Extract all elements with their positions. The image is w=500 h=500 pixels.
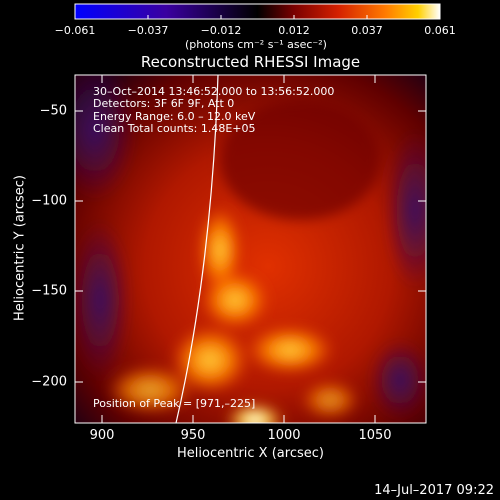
y-tick-label: −200 xyxy=(31,374,67,390)
colorbar-tick-label: 0.037 xyxy=(351,24,383,37)
x-tick-label: 900 xyxy=(89,428,115,443)
colorbar-ticks xyxy=(74,15,441,19)
y-tick-label: −150 xyxy=(31,283,67,299)
colorbar xyxy=(74,3,441,20)
y-tick-label: −100 xyxy=(31,193,67,209)
time-range-annotation: 30–Oct–2014 13:46:52.000 to 13:56:52.000 xyxy=(93,85,335,98)
x-axis-label: Heliocentric X (arcsec) xyxy=(177,446,324,461)
rhessi-image xyxy=(75,75,426,423)
x-tick-label: 950 xyxy=(180,428,206,443)
solar-limb-line xyxy=(175,75,219,423)
y-tick-label: −50 xyxy=(39,103,67,119)
colorbar-tick-label: 0.061 xyxy=(424,24,456,37)
detectors-annotation: Detectors: 3F 6F 9F, Att 0 xyxy=(93,97,235,110)
plot-frame xyxy=(74,74,427,424)
plot-title: Reconstructed RHESSI Image xyxy=(140,53,361,71)
x-axis-ticks xyxy=(101,75,376,423)
colorbar-tick-label: −0.012 xyxy=(200,24,242,37)
clean-counts-annotation: Clean Total counts: 1.48E+05 xyxy=(93,122,256,135)
y-axis-label: Heliocentric Y (arcsec) xyxy=(12,175,28,321)
colorbar-tick-label: −0.061 xyxy=(54,24,96,37)
y-axis-ticks xyxy=(75,110,426,383)
colorbar-tick-label: −0.037 xyxy=(127,24,169,37)
peak-position-annotation: Position of Peak = [971,–225] xyxy=(93,397,256,410)
footer-date: 14–Jul–2017 09:22 xyxy=(374,483,494,498)
colorbar-tick-label: 0.012 xyxy=(278,24,310,37)
x-tick-label: 1000 xyxy=(267,428,301,443)
energy-range-annotation: Energy Range: 6.0 – 12.0 keV xyxy=(93,110,256,123)
x-tick-label: 1050 xyxy=(358,428,392,443)
colorbar-units: (photons cm⁻² s⁻¹ asec⁻²) xyxy=(185,38,327,51)
